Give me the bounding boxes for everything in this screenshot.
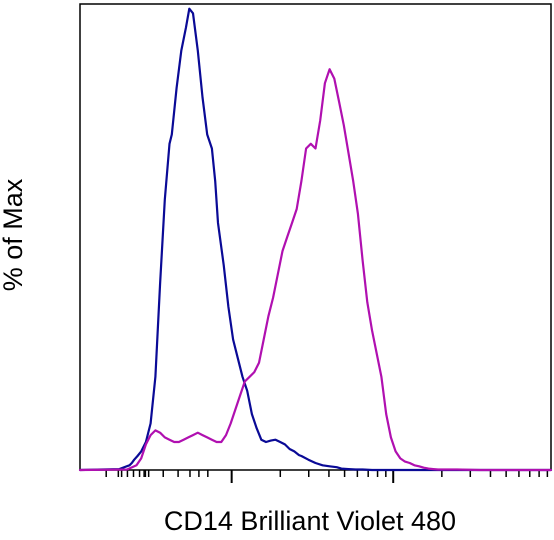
series-layer (78, 7, 553, 472)
x-axis-ticks (105, 470, 549, 483)
y-axis-label: % of Max (0, 178, 28, 291)
series-2-line (78, 68, 553, 472)
x-axis-label: CD14 Brilliant Violet 480 (164, 506, 456, 536)
series-1-line (78, 7, 553, 472)
plot-border (79, 3, 552, 471)
plot-frame (79, 3, 552, 471)
